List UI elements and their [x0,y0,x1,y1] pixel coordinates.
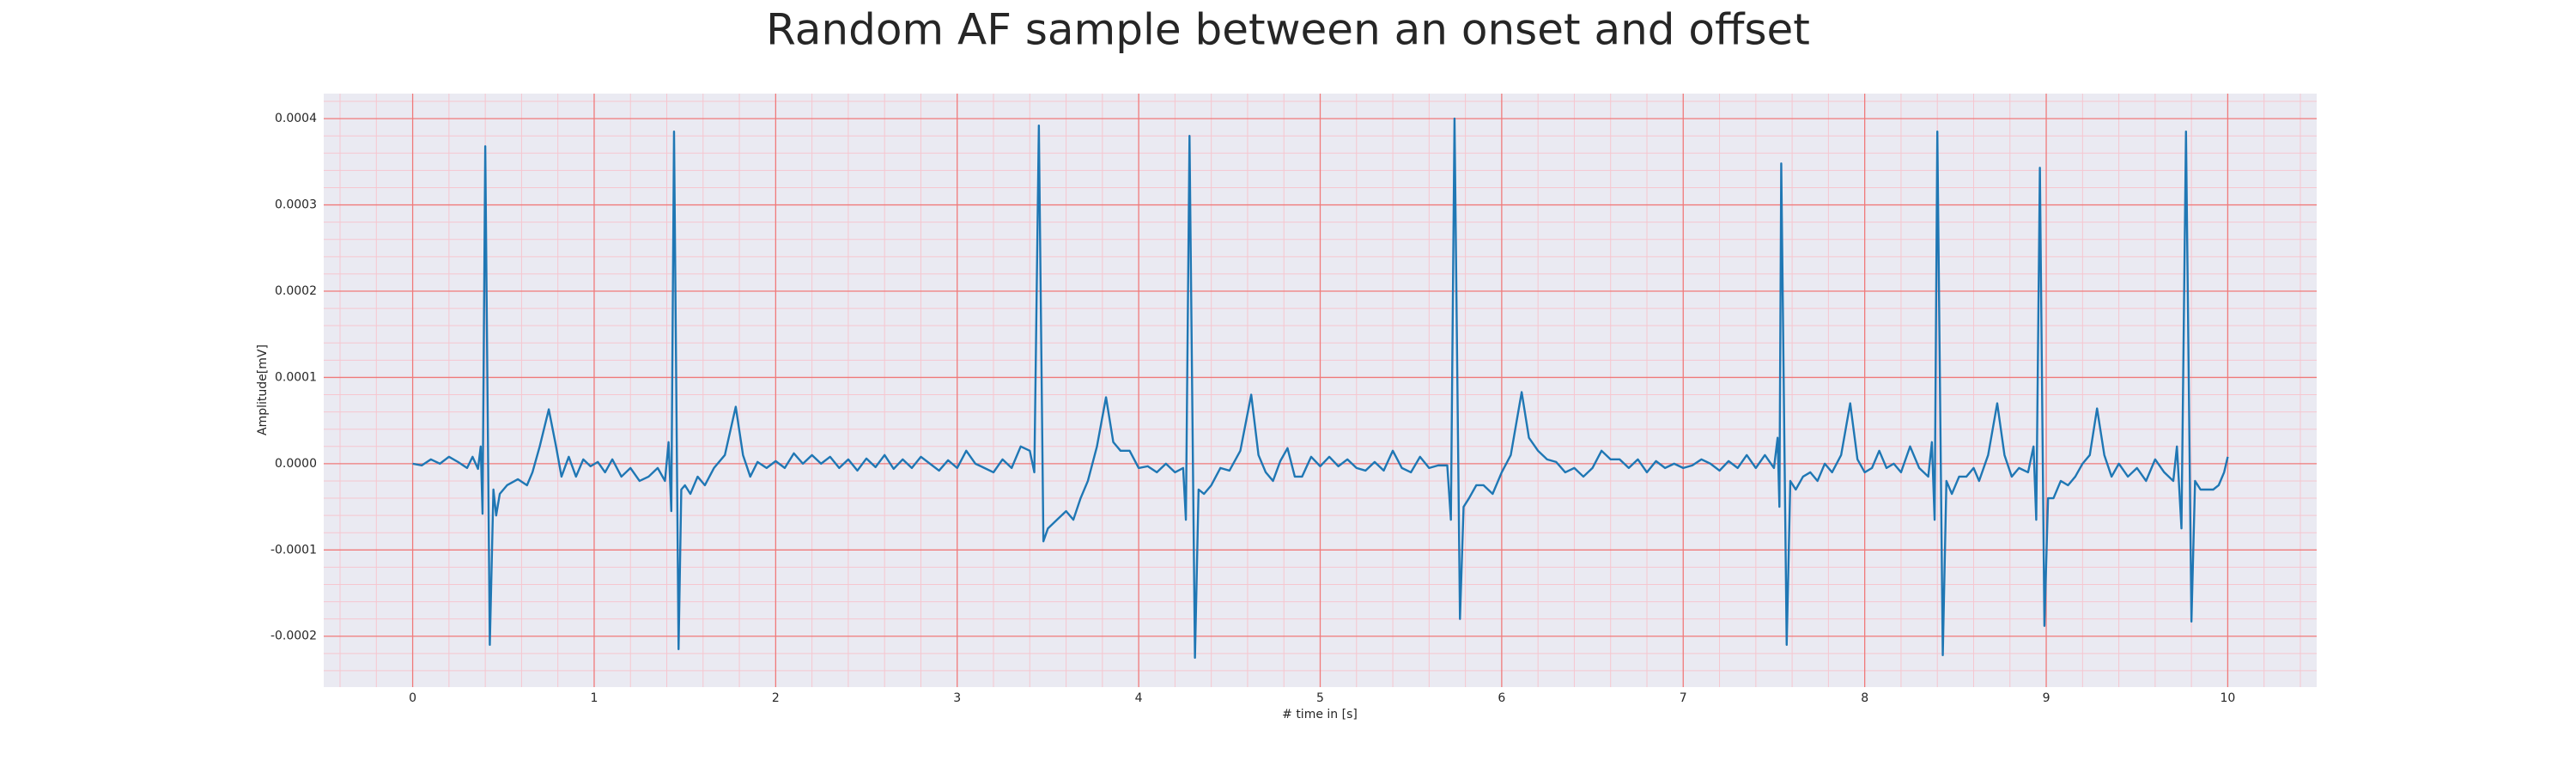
y-tick-label: 0.0004 [275,112,317,125]
x-tick-label: 2 [772,691,780,705]
y-axis-label: Amplitude[mV] [256,344,270,435]
y-tick-label: -0.0002 [270,630,317,643]
chart-title: Random AF sample between an onset and of… [766,5,1810,55]
x-tick-label: 1 [591,691,598,705]
x-tick-label: 10 [2221,691,2236,705]
y-tick-label: 0.0001 [275,370,317,384]
x-axis-label: # time in [s] [1282,708,1358,721]
y-tick-label: 0.0003 [275,198,317,212]
x-tick-label: 8 [1861,691,1868,705]
marks [412,117,2229,660]
grid [324,94,2317,687]
x-tick-label: 9 [2043,691,2050,705]
x-tick-label: 6 [1498,691,1505,705]
x-tick-label: 3 [953,691,961,705]
y-tick-label: 0.0002 [275,284,317,298]
x-tick-label: 4 [1135,691,1143,705]
x-tick-label: 5 [1316,691,1324,705]
y-tick-label: 0.0000 [275,457,317,471]
x-tick-label: 7 [1680,691,1687,705]
signal-line [412,117,2229,660]
x-tick-label: 0 [409,691,416,705]
y-tick-label: -0.0001 [270,543,317,557]
